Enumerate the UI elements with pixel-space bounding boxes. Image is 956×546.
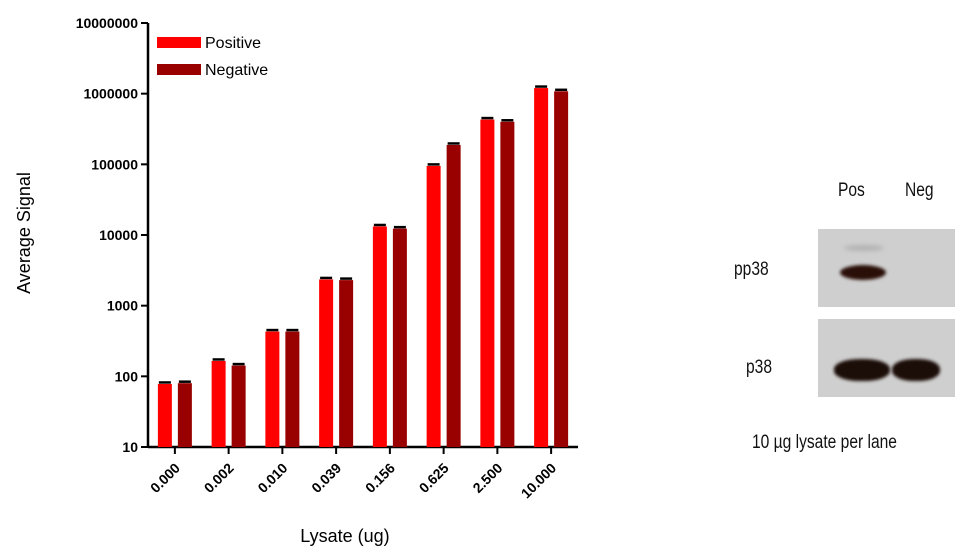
western-blot-pp38-panel (818, 229, 955, 307)
bar-group (157, 85, 569, 448)
negative-bar (392, 228, 407, 447)
x-tick-label: 0.156 (362, 460, 398, 496)
row-label-pp38: pp38 (734, 259, 769, 280)
x-tick-label: 0.000 (147, 460, 183, 496)
y-axis-title: Average Signal (14, 172, 34, 294)
western-blot-p38-panel (818, 319, 955, 397)
x-tick-label: 0.002 (201, 460, 237, 496)
lane-label-neg: Neg (905, 180, 934, 201)
p38-neg-band (892, 359, 940, 381)
positive-bar (265, 331, 280, 447)
positive-bar (211, 360, 226, 447)
blot-caption: 10 µg lysate per lane (752, 432, 897, 453)
x-tick-label: 0.010 (254, 460, 290, 496)
y-tick-label: 1000 (107, 298, 138, 314)
y-tick-label: 10000 (99, 227, 138, 243)
x-tick-label: 0.039 (308, 460, 344, 496)
negative-bar (446, 144, 461, 447)
y-tick-label: 10000000 (76, 15, 139, 31)
lane-label-pos: Pos (838, 180, 865, 201)
legend-label-negative: Negative (205, 62, 268, 79)
positive-bar (534, 88, 549, 447)
x-tick-label: 0.625 (416, 460, 452, 496)
legend-swatch-positive (157, 37, 201, 48)
legend-swatch-negative (157, 64, 201, 75)
x-tick-label: 10.000 (518, 460, 560, 502)
pp38-pos-band (840, 265, 886, 280)
y-tick-label: 10 (122, 439, 138, 455)
negative-bar (285, 331, 300, 447)
pp38-pos-faint-band (844, 245, 884, 251)
chart-legend: Positive Negative (157, 35, 268, 79)
negative-bar (500, 121, 515, 448)
y-tick-label: 100000 (91, 156, 138, 172)
positive-bar (480, 119, 495, 447)
p38-pos-band (834, 359, 890, 381)
positive-bar (426, 165, 441, 447)
x-axis-title: Lysate (ug) (300, 526, 389, 546)
negative-bar (339, 280, 354, 447)
legend-label-positive: Positive (205, 35, 261, 52)
positive-bar (157, 383, 172, 447)
positive-bar (372, 226, 387, 447)
y-tick-label: 1000000 (83, 86, 138, 102)
negative-bar (554, 91, 569, 447)
x-tick-label: 2.500 (469, 460, 505, 496)
negative-bar (231, 365, 246, 447)
negative-bar (177, 383, 192, 447)
y-tick-label: 100 (115, 368, 139, 384)
row-label-p38: p38 (746, 357, 772, 378)
positive-bar (319, 279, 334, 447)
